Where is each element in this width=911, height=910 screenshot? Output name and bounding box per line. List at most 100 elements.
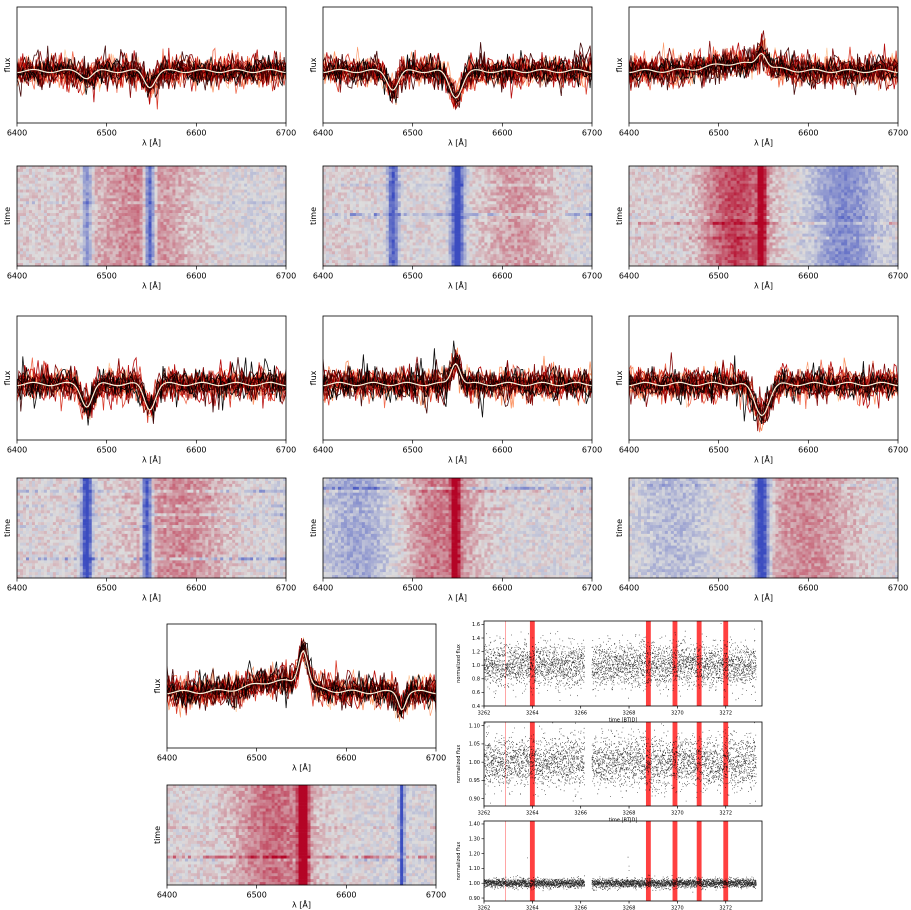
panel-spec-2: 6400 6500 6600 6700 λ [Å] flux — [309, 6, 602, 148]
flare-band — [672, 821, 678, 901]
x-tick-label: 6600 — [186, 446, 206, 455]
x-tick-label: 6400 — [7, 129, 27, 138]
x-tick-label: 6600 — [798, 446, 818, 455]
y-tick-label: 1.6 — [472, 622, 480, 628]
x-tick-label: 6400 — [313, 129, 333, 138]
heatmap-cells — [17, 478, 287, 579]
heatmap-cells — [323, 166, 593, 267]
x-tick-label: 6400 — [7, 584, 27, 593]
spectrum-line — [323, 54, 592, 100]
mean-spectrum-line — [629, 381, 898, 417]
x-tick-label: 6700 — [888, 129, 908, 138]
plot-frame — [628, 315, 899, 441]
heatmap-cells — [17, 166, 287, 267]
plot-frame — [628, 6, 899, 124]
spectrum-line — [323, 340, 592, 408]
x-tick-label: 3262 — [478, 811, 491, 817]
y-tick-label: 1.4 — [472, 636, 480, 642]
x-axis-label: λ [Å] — [754, 280, 773, 291]
panel-spec-5: 6400 6500 6600 6700 λ [Å] flux — [309, 315, 602, 465]
mean-spectrum-line — [167, 649, 436, 711]
x-tick-label: 3262 — [478, 906, 491, 910]
spectra-lines — [17, 45, 286, 110]
y-axis-label: time — [615, 519, 624, 537]
x-tick-label: 6700 — [426, 891, 446, 900]
plot-frame — [322, 477, 593, 579]
x-tick-label: 3266 — [574, 711, 587, 717]
spectra-lines — [323, 42, 592, 111]
x-tick-label: 6700 — [276, 446, 296, 455]
spectrum-line — [629, 42, 898, 91]
x-axis-label: λ [Å] — [448, 137, 467, 148]
x-tick-label: 6700 — [582, 446, 602, 455]
spectra-lines — [17, 356, 286, 426]
y-tick-label: 0.6 — [472, 690, 480, 696]
x-axis-label: λ [Å] — [142, 592, 161, 603]
y-axis-label: time — [153, 826, 162, 844]
x-tick-label: 6600 — [186, 129, 206, 138]
flare-band — [696, 722, 702, 806]
y-tick-label: 1.10 — [469, 723, 480, 729]
panel-spec-1: 6400 6500 6600 6700 λ [Å] flux — [3, 6, 296, 148]
y-tick-label: 1.0 — [472, 663, 480, 669]
y-tick-label: 1.05 — [469, 742, 480, 748]
x-tick-label: 3264 — [526, 906, 539, 910]
y-tick-label: 1.10 — [469, 866, 480, 872]
y-axis-label: flux — [309, 370, 318, 385]
mean-spectrum-line — [17, 68, 286, 89]
x-tick-label: 6600 — [186, 272, 206, 281]
panel-spec-3: 6400 6500 6600 6700 λ [Å] flux — [615, 6, 908, 148]
x-tick-label: 6500 — [402, 272, 422, 281]
x-tick-label: 6500 — [402, 446, 422, 455]
y-tick-label: 0.90 — [469, 796, 480, 802]
x-axis-label: λ [Å] — [754, 454, 773, 465]
plot-frame — [166, 784, 437, 886]
x-tick-label: 6600 — [798, 272, 818, 281]
y-axis-label: normalized flux — [456, 644, 462, 683]
panel-lc-2: 3262 3264 3266 3268 3270 3272 0.90 0.95 1.00 1.05… — [456, 721, 763, 824]
panel-tmap-5: 6400 6500 6600 6700 λ [Å] time — [309, 477, 602, 603]
flare-band — [645, 821, 651, 901]
x-axis-label: λ [Å] — [754, 137, 773, 148]
x-tick-label: 3266 — [574, 906, 587, 910]
y-axis-label: time — [309, 519, 318, 537]
x-tick-label: 6600 — [798, 129, 818, 138]
x-tick-label: 6500 — [708, 446, 728, 455]
plot-frame — [16, 165, 287, 267]
panel-tmap-7: 6400 6500 6600 6700 λ [Å] time — [153, 784, 446, 910]
x-axis-label: λ [Å] — [448, 592, 467, 603]
x-axis-label: λ [Å] — [292, 762, 311, 773]
heatmap-cells — [167, 785, 437, 886]
y-axis-label: time — [3, 519, 12, 537]
x-axis-label: λ [Å] — [754, 592, 773, 603]
x-tick-label: 6500 — [96, 272, 116, 281]
y-tick-label: 1.00 — [469, 881, 480, 887]
panel-tmap-2: 6400 6500 6600 6700 λ [Å] time — [309, 165, 602, 291]
spectrum-line — [167, 640, 436, 714]
spectrum-line — [17, 54, 286, 87]
x-tick-label: 6700 — [426, 754, 446, 763]
plot-frame — [628, 477, 899, 579]
mean-spectrum-line — [629, 52, 898, 74]
x-tick-label: 6700 — [276, 129, 296, 138]
flare-band — [723, 621, 729, 706]
plot-frame — [483, 721, 763, 807]
plot-frame — [322, 165, 593, 267]
x-tick-label: 6400 — [157, 754, 177, 763]
y-tick-label: 1.30 — [469, 837, 480, 843]
flare-band — [529, 722, 535, 806]
x-tick-label: 3268 — [623, 811, 636, 817]
panel-lc-1: 3262 3264 3266 3268 3270 3272 0.4 0.6 0.8 1.0 1.2 1… — [456, 620, 763, 724]
x-tick-label: 6600 — [336, 754, 356, 763]
flare-band — [529, 621, 535, 706]
spectrum-line — [323, 348, 592, 418]
y-axis-label: flux — [309, 57, 318, 72]
x-tick-label: 3266 — [574, 811, 587, 817]
x-axis-label: λ [Å] — [292, 899, 311, 910]
x-tick-label: 6700 — [888, 446, 908, 455]
x-tick-label: 6400 — [7, 272, 27, 281]
x-tick-label: 6700 — [582, 272, 602, 281]
x-tick-label: 6700 — [582, 129, 602, 138]
y-axis-label: flux — [3, 370, 12, 385]
plot-frame — [16, 315, 287, 441]
